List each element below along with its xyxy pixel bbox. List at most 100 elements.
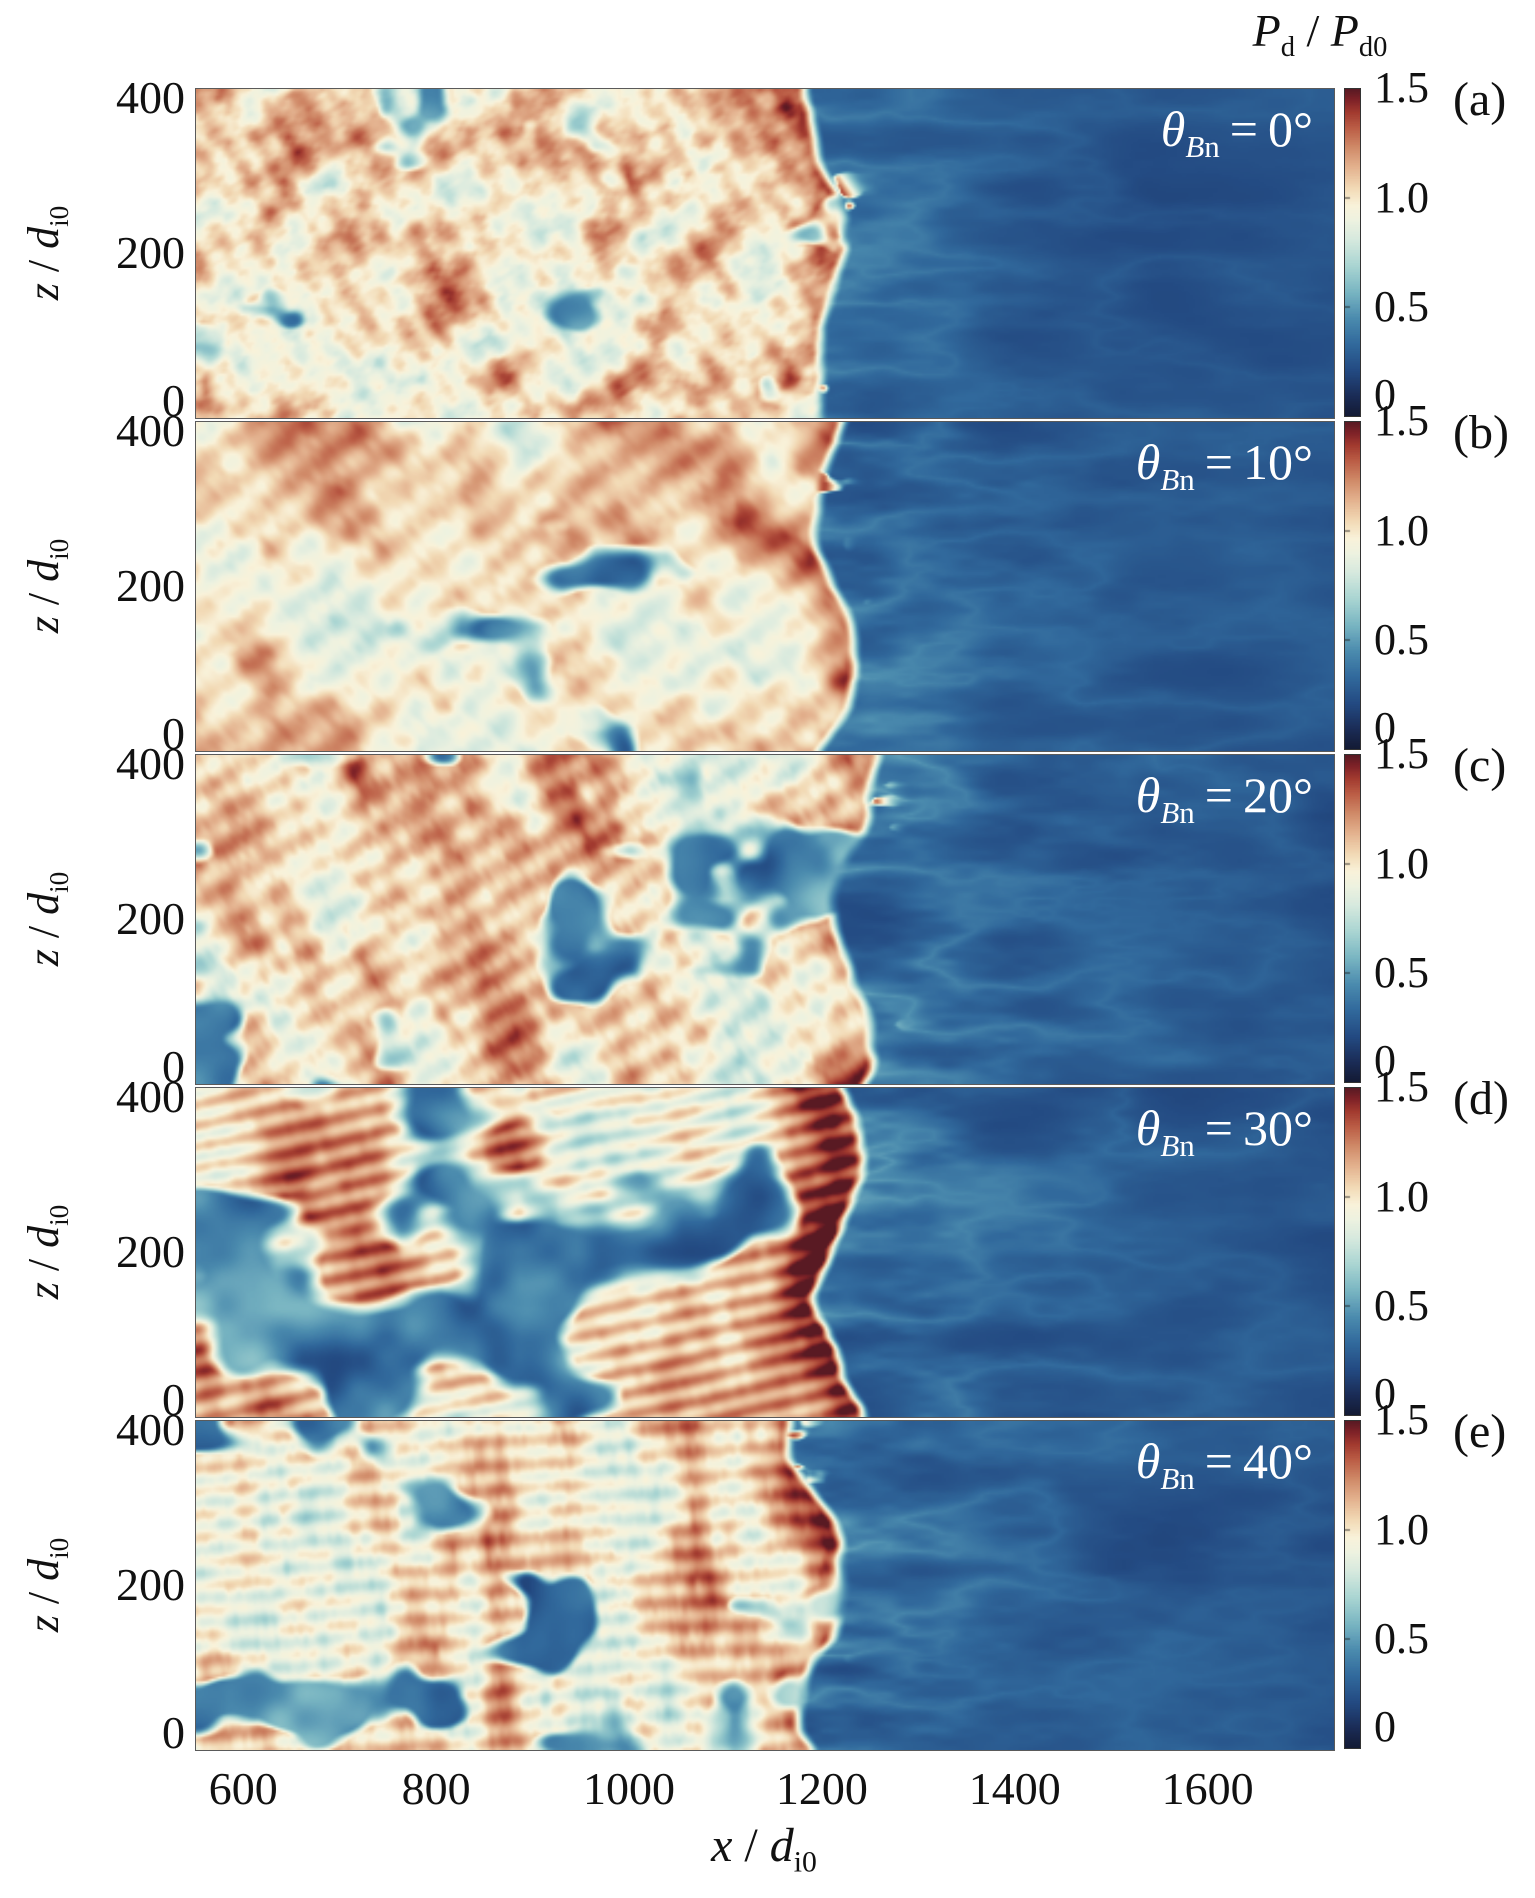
theta-sub-B: B: [1160, 1461, 1180, 1496]
theta-sub-n: n: [1204, 129, 1220, 164]
z-axis-label-var: z: [19, 1614, 68, 1632]
theta-symbol: θ: [1135, 767, 1161, 823]
x-axis-label-sep: /: [732, 1819, 770, 1872]
colorbar-tick-1_5: 1.5: [1374, 1062, 1429, 1111]
heatmap-canvas: [196, 89, 1334, 418]
colorbar-canvas: [1345, 1421, 1360, 1748]
panel-letter: (c): [1453, 739, 1507, 792]
theta-bn-annotation: θBn = 30°: [195, 1100, 1313, 1161]
colorbar: [1344, 421, 1361, 750]
z-axis-tick-0: 0: [162, 1707, 185, 1758]
colorbar-title-var1: P: [1252, 5, 1281, 56]
z-axis-tick-400: 400: [116, 405, 185, 456]
theta-value: 40°: [1243, 1433, 1313, 1489]
x-axis-label-d: d: [769, 1819, 794, 1872]
colorbar-tick-1_5: 1.5: [1374, 1395, 1429, 1444]
colorbar-tick-1_5: 1.5: [1374, 63, 1429, 112]
theta-sub-n: n: [1179, 1128, 1195, 1163]
colorbar-tick-0_5: 0.5: [1374, 615, 1429, 665]
z-axis-tick-200: 200: [116, 1225, 185, 1277]
heatmap-canvas: [196, 755, 1334, 1084]
x-axis-tick-1400: 1400: [968, 1763, 1061, 1814]
theta-sub-B: B: [1160, 462, 1180, 497]
colorbar-title-sep: /: [1294, 5, 1331, 56]
theta-sub-n: n: [1179, 795, 1195, 830]
colorbar-title-sub2: d0: [1358, 32, 1388, 64]
z-axis-label-var: z: [19, 615, 68, 633]
colorbar-canvas: [1345, 1088, 1360, 1415]
colorbar-title-var2: P: [1330, 5, 1359, 56]
theta-sub-B: B: [1160, 1128, 1180, 1163]
x-axis-label-sub: i0: [793, 1845, 817, 1879]
theta-bn-annotation: θBn = 40°: [195, 1433, 1313, 1494]
colorbar-tick-1_5: 1.5: [1374, 729, 1429, 778]
heatmap-panel: z / di0 400 200 0 θBn = 10° 1.5 1.0 0.5 0 …: [0, 399, 1535, 757]
colorbar-tick-0_5: 0.5: [1374, 1281, 1429, 1331]
heatmap-panel: z / di0 400 200 0 θBn = 20° 1.5 1.0 0.5 0 …: [0, 732, 1535, 1090]
z-axis-tick-200: 200: [116, 1558, 185, 1610]
z-axis-tick-400: 400: [116, 1071, 185, 1122]
z-axis-label-sub: i0: [43, 1537, 74, 1559]
z-axis-label-var: z: [19, 1281, 68, 1299]
colorbar-title-sub1: d: [1280, 32, 1295, 64]
heatmap-panel: z / di0 400 200 0 θBn = 40° 1.5 1.0 0.5 0 …: [0, 1398, 1535, 1756]
colorbar-tick-1_0: 1.0: [1374, 172, 1429, 222]
colorbar-tick-1_5: 1.5: [1374, 396, 1429, 445]
theta-equals: =: [1229, 101, 1258, 157]
theta-value: 30°: [1243, 1100, 1313, 1156]
heatmap-plot-area: [195, 88, 1335, 419]
z-axis-tick-400: 400: [116, 738, 185, 789]
colorbar-tick-0: 0: [1374, 370, 1396, 419]
colorbar: [1344, 754, 1361, 1083]
x-axis-label-var: x: [711, 1819, 733, 1872]
x-axis-tick-1200: 1200: [775, 1763, 868, 1814]
heatmap-canvas: [196, 1421, 1334, 1750]
heatmap-canvas: [196, 1088, 1334, 1417]
z-axis-tick-400: 400: [116, 1404, 185, 1455]
colorbar-tick-0_5: 0.5: [1374, 948, 1429, 998]
z-axis-tick-0: 0: [162, 1374, 185, 1425]
z-axis-tick-0: 0: [162, 1041, 185, 1092]
theta-bn-annotation: θBn = 10°: [195, 434, 1313, 495]
colorbar-tick-0_5: 0.5: [1374, 282, 1429, 332]
theta-symbol: θ: [1135, 434, 1161, 490]
theta-equals: =: [1204, 767, 1233, 823]
z-axis-tick-400: 400: [116, 72, 185, 123]
theta-value: 20°: [1243, 767, 1313, 823]
colorbar-tick-1_0: 1.0: [1374, 838, 1429, 888]
theta-bn-annotation: θBn = 20°: [195, 767, 1313, 828]
z-axis-label-var: z: [19, 282, 68, 300]
heatmap-plot-area: [195, 1087, 1335, 1418]
theta-symbol: θ: [1160, 101, 1186, 157]
z-axis-label-sub: i0: [43, 538, 74, 560]
theta-sub-B: B: [1160, 795, 1180, 830]
theta-equals: =: [1204, 434, 1233, 490]
x-axis-tick-600: 600: [208, 1763, 278, 1814]
theta-symbol: θ: [1135, 1433, 1161, 1489]
x-axis-tick-1600: 1600: [1161, 1763, 1254, 1814]
heatmap-plot-area: [195, 754, 1335, 1085]
colorbar-canvas: [1345, 422, 1360, 749]
panel-letter: (d): [1453, 1072, 1509, 1125]
z-axis-tick-200: 200: [116, 892, 185, 944]
theta-sub-n: n: [1179, 462, 1195, 497]
colorbar: [1344, 1420, 1361, 1749]
theta-symbol: θ: [1135, 1100, 1161, 1156]
heatmap-panel: z / di0 400 200 0 θBn = 30° 1.5 1.0 0.5 0 …: [0, 1065, 1535, 1423]
z-axis-label-sub: i0: [43, 871, 74, 893]
panel-letter: (b): [1453, 406, 1509, 459]
colorbar-canvas: [1345, 89, 1360, 416]
colorbar: [1344, 88, 1361, 417]
z-axis-tick-200: 200: [116, 559, 185, 611]
colorbar-canvas: [1345, 755, 1360, 1082]
panel-letter: (e): [1453, 1405, 1507, 1458]
theta-value: 0°: [1268, 101, 1313, 157]
z-axis-label-sub: i0: [43, 205, 74, 227]
z-axis-label-var: z: [19, 948, 68, 966]
colorbar-tick-0: 0: [1374, 1369, 1396, 1418]
heatmap-canvas: [196, 422, 1334, 751]
z-axis-label-sub: i0: [43, 1204, 74, 1226]
colorbar-tick-1_0: 1.0: [1374, 1504, 1429, 1554]
x-axis-label: x / di0: [711, 1819, 817, 1877]
